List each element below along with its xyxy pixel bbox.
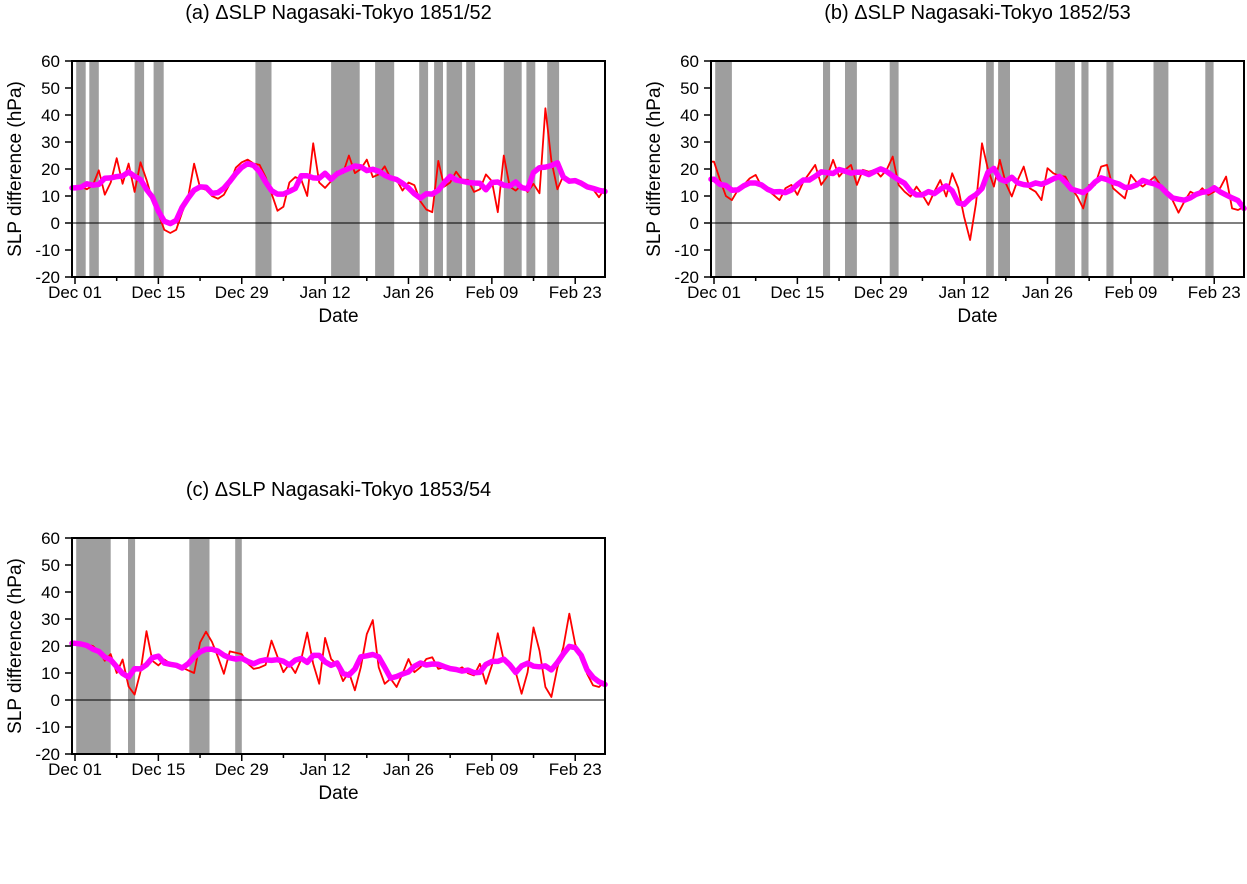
y-tick-label: 50 [41, 556, 60, 575]
moving-average-line [69, 640, 608, 688]
x-tick-label: Feb 09 [465, 283, 518, 302]
x-tick-label: Dec 29 [854, 283, 908, 302]
y-tick-label: 40 [680, 106, 699, 125]
wmd-band [419, 61, 429, 277]
chart-a-title: (a) ΔSLP Nagasaki-Tokyo 1851/52 [185, 2, 492, 24]
y-tick-label: 0 [690, 214, 699, 233]
wmd-band [1153, 61, 1169, 277]
moving-average-line [69, 160, 608, 227]
x-tick-label: Feb 09 [1104, 283, 1157, 302]
x-tick-label: Dec 15 [131, 760, 185, 779]
y-tick-label: -20 [35, 268, 60, 287]
y-tick-label: -20 [35, 745, 60, 764]
y-tick-label: -10 [674, 241, 699, 260]
y-tick-label: 50 [41, 79, 60, 98]
wmd-band [89, 61, 99, 277]
x-tick-label: Dec 01 [48, 760, 102, 779]
chart-c-x-axis-label: Date [318, 783, 359, 804]
y-tick-label: 60 [680, 52, 699, 71]
x-tick-label: Jan 12 [300, 760, 351, 779]
x-tick-label: Feb 23 [549, 760, 602, 779]
wmd-band [1081, 61, 1089, 277]
y-tick-label: 30 [41, 133, 60, 152]
wmd-band [715, 61, 732, 277]
y-tick-label: 50 [680, 79, 699, 98]
chart-b-x-axis-label: Date [957, 306, 998, 327]
slp-line [711, 142, 1245, 241]
wmd-band [526, 61, 536, 277]
wmd-band [1205, 61, 1214, 277]
y-tick-label: 20 [680, 160, 699, 179]
chart-c-plot-area: Dec 01 Dec 15 Dec 29 Jan 12 Jan 26 Feb 09 Feb … [35, 529, 608, 779]
chart-a-x-axis-label: Date [318, 306, 359, 327]
y-tick-label: 30 [41, 610, 60, 629]
wmd-band [889, 61, 899, 277]
x-tick-label: Feb 09 [465, 760, 518, 779]
wmd-band [845, 61, 857, 277]
x-tick-label: Feb 23 [549, 283, 602, 302]
wmd-band [998, 61, 1010, 277]
y-tick-label: 40 [41, 106, 60, 125]
wmd-band [823, 61, 831, 277]
x-tick-label: Feb 23 [1188, 283, 1241, 302]
y-tick-label: -10 [35, 241, 60, 260]
y-tick-label: 10 [41, 664, 60, 683]
chart-a-plot-area: Dec 01 Dec 15 Dec 29 Jan 12 Jan 26 Feb 09 Feb … [35, 52, 608, 302]
y-tick-label: 60 [41, 529, 60, 548]
x-tick-label: Jan 26 [383, 760, 434, 779]
y-tick-label: -20 [674, 268, 699, 287]
chart-b-title: (b) ΔSLP Nagasaki-Tokyo 1852/53 [824, 2, 1131, 24]
x-tick-label: Dec 29 [215, 283, 269, 302]
x-tick-label: Jan 12 [939, 283, 990, 302]
wmd-band [434, 61, 443, 277]
x-tick-label: Jan 26 [1022, 283, 1073, 302]
chart-c-title: (c) ΔSLP Nagasaki-Tokyo 1853/54 [185, 479, 492, 501]
x-tick-label: Dec 29 [215, 760, 269, 779]
wmd-band [466, 61, 476, 277]
y-tick-label: 0 [51, 691, 60, 710]
x-tick-label: Jan 12 [300, 283, 351, 302]
x-tick-label: Dec 15 [131, 283, 185, 302]
wmd-band [446, 61, 463, 277]
y-tick-label: 60 [41, 52, 60, 71]
wmd-band [1055, 61, 1075, 277]
wmd-band [153, 61, 164, 277]
wmd-band [76, 61, 86, 277]
wmd-band [1106, 61, 1114, 277]
wmd-band [128, 538, 136, 754]
x-tick-label: Dec 01 [48, 283, 102, 302]
y-tick-label: 10 [41, 187, 60, 206]
y-tick-label: 10 [680, 187, 699, 206]
moving-average-line [708, 165, 1247, 212]
y-tick-label: -10 [35, 718, 60, 737]
y-tick-label: 40 [41, 583, 60, 602]
x-tick-label: Dec 01 [687, 283, 741, 302]
wmd-band [235, 538, 242, 754]
x-tick-label: Jan 26 [383, 283, 434, 302]
plot-border [71, 537, 606, 755]
y-tick-label: 30 [680, 133, 699, 152]
y-tick-label: 20 [41, 160, 60, 179]
x-tick-label: Dec 15 [770, 283, 824, 302]
y-tick-label: 0 [51, 214, 60, 233]
chart-b-plot-area: Dec 01 Dec 15 Dec 29 Jan 12 Jan 26 Feb 09 Feb … [674, 52, 1247, 302]
y-tick-label: 20 [41, 637, 60, 656]
